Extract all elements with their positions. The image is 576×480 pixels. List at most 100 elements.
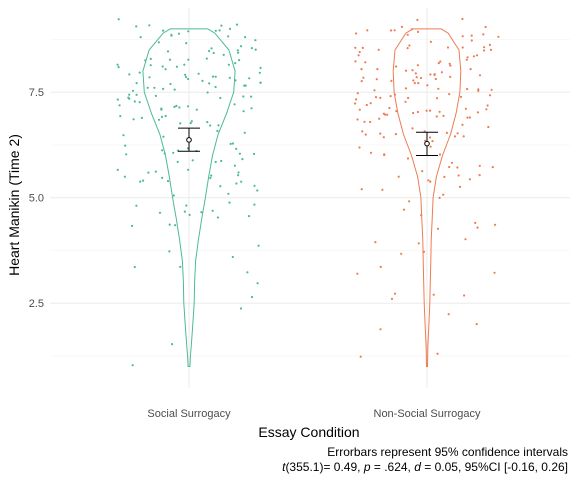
data-point xyxy=(214,85,217,89)
data-point xyxy=(227,35,230,38)
data-point xyxy=(384,113,387,116)
data-point xyxy=(135,204,138,207)
data-point xyxy=(172,151,175,154)
violin-outline xyxy=(392,28,462,367)
data-point xyxy=(128,73,131,76)
data-point xyxy=(420,214,423,217)
data-point xyxy=(426,84,429,87)
data-point xyxy=(206,91,209,94)
data-point xyxy=(190,120,193,123)
data-point xyxy=(438,196,441,199)
data-point xyxy=(172,194,175,197)
data-point xyxy=(187,58,190,61)
data-point xyxy=(373,89,376,92)
data-point xyxy=(369,120,372,124)
data-point xyxy=(147,171,150,174)
data-point xyxy=(463,294,466,297)
data-point xyxy=(393,93,396,96)
data-point xyxy=(214,75,217,78)
data-point xyxy=(168,250,171,253)
data-point xyxy=(429,180,432,183)
data-point xyxy=(461,123,464,126)
data-point xyxy=(395,65,398,68)
y-tick-labels: 2.5 5.0 7.5 xyxy=(29,87,44,310)
data-point xyxy=(457,174,460,177)
data-point xyxy=(470,39,473,42)
data-point xyxy=(412,111,415,115)
data-point xyxy=(161,65,164,68)
data-point xyxy=(208,82,211,85)
data-point xyxy=(146,86,149,89)
data-point xyxy=(185,204,188,207)
data-point xyxy=(429,145,432,148)
data-point xyxy=(237,51,240,54)
data-point xyxy=(161,176,164,179)
data-point xyxy=(355,32,358,35)
data-point xyxy=(433,73,436,76)
data-point xyxy=(138,71,141,74)
data-point xyxy=(216,216,219,219)
data-point xyxy=(476,226,479,229)
data-point xyxy=(209,124,212,127)
data-point xyxy=(235,182,238,185)
data-point xyxy=(149,57,152,61)
data-point xyxy=(179,122,182,125)
grid xyxy=(50,8,570,388)
data-point xyxy=(443,175,446,178)
data-point xyxy=(429,73,432,76)
data-point xyxy=(356,272,359,275)
data-point xyxy=(474,221,477,224)
data-point xyxy=(366,29,369,32)
data-point xyxy=(478,174,481,177)
data-point xyxy=(408,44,411,47)
data-point xyxy=(135,82,138,85)
data-point xyxy=(438,153,442,156)
data-point xyxy=(415,76,418,79)
data-point xyxy=(164,114,167,118)
data-point xyxy=(162,135,165,138)
data-point xyxy=(162,29,165,32)
data-point xyxy=(416,64,419,67)
data-point xyxy=(360,68,363,71)
data-point xyxy=(493,271,496,274)
data-point xyxy=(164,68,167,71)
data-point xyxy=(453,135,457,138)
data-point xyxy=(228,76,231,79)
data-point xyxy=(435,115,438,118)
data-point xyxy=(128,93,131,96)
data-point xyxy=(487,125,490,129)
data-point xyxy=(490,88,493,91)
data-point xyxy=(219,185,222,188)
data-point xyxy=(153,86,156,89)
data-point xyxy=(419,76,423,80)
data-point xyxy=(235,147,238,150)
data-point xyxy=(118,104,121,107)
data-point xyxy=(250,107,253,110)
data-point xyxy=(238,59,241,62)
data-point xyxy=(237,171,240,174)
y-tick-label: 2.5 xyxy=(29,298,44,310)
data-point xyxy=(432,293,435,296)
data-point xyxy=(369,151,373,154)
data-point xyxy=(174,224,177,227)
data-point xyxy=(211,75,215,78)
data-point xyxy=(447,313,450,316)
data-point xyxy=(376,68,379,71)
data-point xyxy=(472,55,476,58)
data-point xyxy=(240,180,243,183)
data-point xyxy=(160,115,164,118)
data-point xyxy=(116,63,119,66)
data-point xyxy=(378,117,381,120)
data-point xyxy=(402,208,406,211)
data-point xyxy=(132,118,135,121)
data-point xyxy=(361,46,364,50)
data-point xyxy=(244,84,247,87)
data-point xyxy=(357,54,360,57)
data-point xyxy=(158,211,162,214)
data-point xyxy=(488,94,492,97)
data-point xyxy=(411,127,414,130)
data-point xyxy=(382,136,385,139)
data-point xyxy=(461,35,464,38)
data-point xyxy=(389,95,392,98)
data-point xyxy=(369,102,372,105)
